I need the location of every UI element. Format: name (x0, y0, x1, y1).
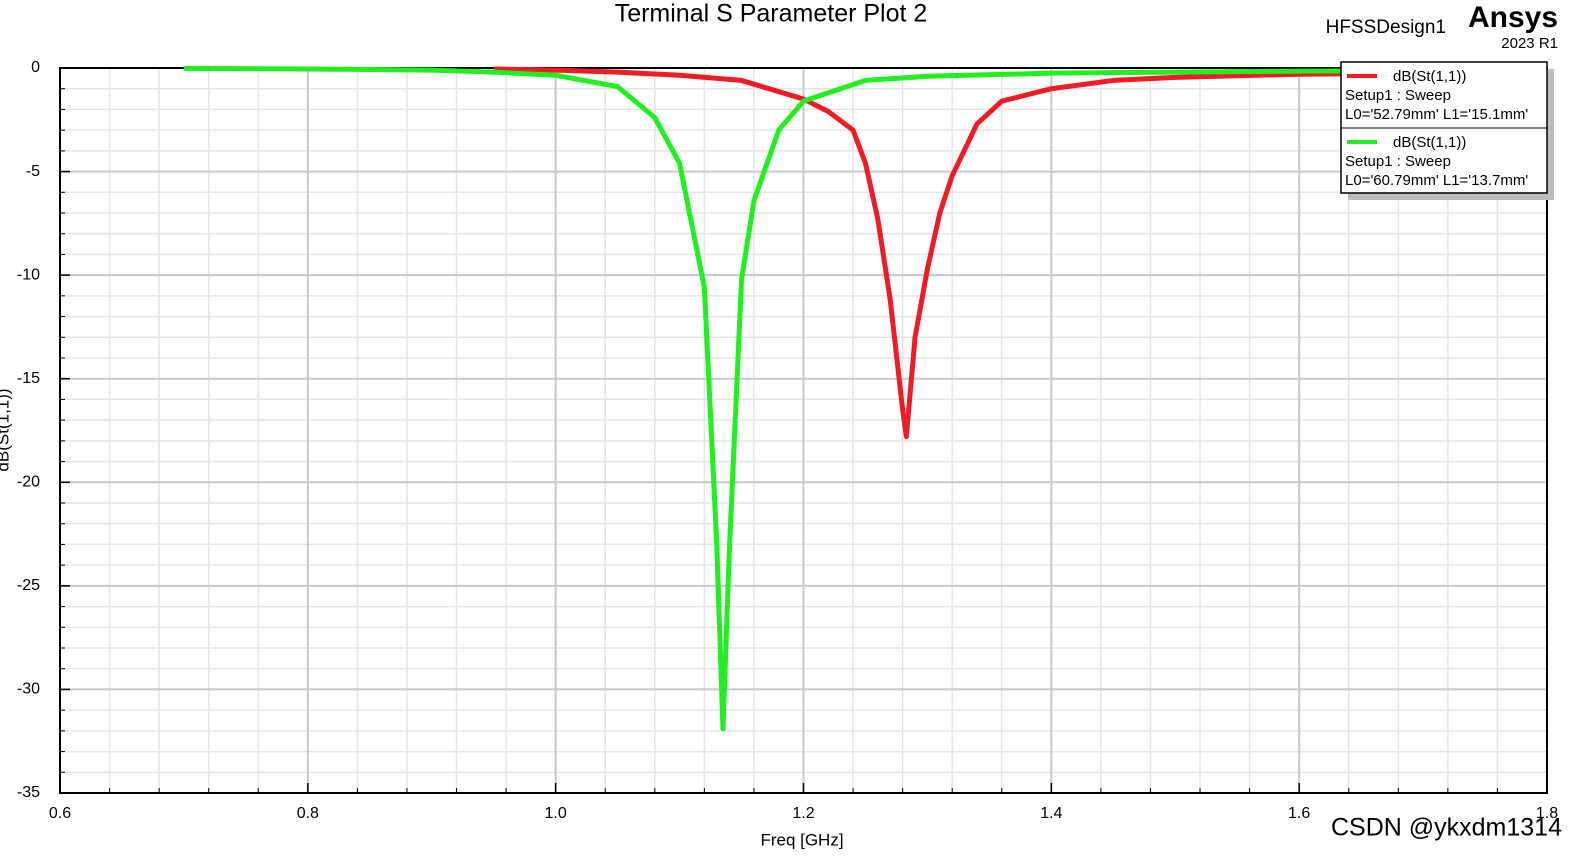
y-tick-label: 0 (31, 59, 40, 76)
chart-title: Terminal S Parameter Plot 2 (615, 0, 928, 28)
x-tick-label: 1.2 (792, 805, 814, 822)
y-tick-label: -5 (26, 163, 40, 180)
x-tick-label: 1.4 (1040, 805, 1062, 822)
legend-setup: Setup1 : Sweep (1345, 87, 1451, 104)
legend-label: dB(St(1,1)) (1393, 134, 1466, 151)
y-tick-label: -20 (17, 474, 40, 491)
y-tick-label: -35 (17, 784, 40, 801)
x-tick-label: 1.6 (1288, 805, 1310, 822)
plot-frame (59, 67, 1548, 794)
x-tick-label: 0.8 (297, 805, 319, 822)
brand: Ansys (1468, 1, 1558, 34)
watermark: CSDN @ykxdm1314 (1331, 814, 1562, 842)
y-tick-label: -15 (17, 370, 40, 387)
grid (59, 67, 1548, 794)
design-name: HFSSDesign1 (1326, 17, 1446, 38)
legend-setup: Setup1 : Sweep (1345, 153, 1451, 170)
legend-params: L0='60.79mm' L1='13.7mm' (1345, 172, 1528, 189)
legend-label: dB(St(1,1)) (1393, 68, 1466, 85)
y-tick-label: -25 (17, 577, 40, 594)
series-line (183, 65, 1548, 732)
version: 2023 R1 (1501, 35, 1558, 52)
legend-params: L0='52.79mm' L1='15.1mm' (1345, 106, 1528, 123)
x-axis-label: Freq [GHz] (760, 830, 843, 849)
series-line (493, 66, 1548, 440)
y-axis-label: dB(St(1,1)) (0, 388, 12, 471)
x-tick-label: 1.8 (1536, 805, 1558, 822)
y-tick-label: -30 (17, 681, 40, 698)
x-tick-label: 0.6 (49, 805, 71, 822)
y-tick-label: -10 (17, 266, 40, 283)
x-tick-label: 1.0 (545, 805, 567, 822)
